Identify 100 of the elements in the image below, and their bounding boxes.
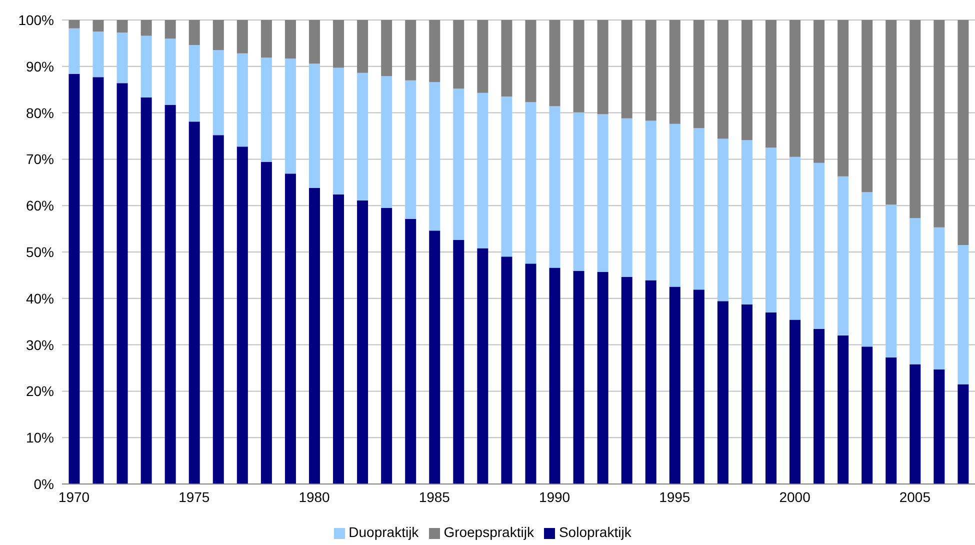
bar (693, 20, 704, 128)
bar (116, 83, 128, 484)
bar (669, 124, 680, 287)
bar (453, 20, 464, 89)
bar (92, 77, 104, 484)
bar (693, 128, 704, 290)
bar (790, 156, 801, 320)
bar (477, 248, 488, 484)
bar (429, 20, 440, 82)
bar (92, 32, 104, 78)
bar (140, 36, 152, 98)
bar (621, 118, 632, 278)
bar (814, 329, 825, 484)
bar (429, 82, 440, 231)
bar (140, 97, 152, 484)
bar (212, 50, 224, 136)
y-tick-label: 20% (26, 383, 54, 400)
bar (765, 312, 776, 484)
bar (405, 219, 416, 484)
bar (862, 192, 873, 347)
bar (910, 218, 921, 364)
bar (453, 88, 464, 240)
bar (477, 20, 488, 93)
bar (68, 74, 80, 484)
bar (501, 96, 512, 257)
legend-label: Duopraktijk (348, 524, 419, 540)
bar (790, 320, 801, 484)
bar (838, 176, 849, 336)
bar (525, 20, 536, 102)
bar (669, 286, 680, 484)
bar (92, 20, 104, 32)
bar (68, 20, 80, 28)
bar (501, 20, 512, 97)
bar (765, 20, 776, 148)
bar (164, 20, 176, 39)
x-tick-label: 1975 (178, 488, 210, 505)
y-tick-label: 100% (18, 12, 54, 28)
y-tick-label: 0% (34, 476, 54, 492)
y-tick-label: 80% (26, 104, 54, 121)
y-tick-label: 50% (26, 244, 54, 260)
x-tick-label: 1980 (298, 488, 330, 505)
bar (645, 280, 656, 484)
bar (381, 208, 392, 484)
bar (405, 20, 416, 80)
bar (236, 20, 248, 54)
bar (958, 20, 969, 246)
bar (284, 20, 296, 59)
bar (645, 120, 656, 280)
bar (260, 162, 272, 484)
bar (862, 346, 873, 484)
x-tick-label: 1970 (58, 488, 90, 505)
bar (333, 194, 344, 484)
bar (741, 20, 752, 140)
bar (886, 20, 897, 205)
bar (693, 290, 704, 484)
bar (621, 277, 632, 484)
bar (381, 76, 392, 208)
bar (886, 357, 897, 484)
bar (573, 20, 584, 112)
bar (573, 271, 584, 484)
bar (597, 20, 608, 114)
x-tick-label: 2005 (899, 488, 931, 505)
bar (164, 104, 176, 484)
y-tick-label: 60% (26, 198, 54, 214)
legend-label: Solopraktijk (558, 524, 632, 540)
bar (645, 20, 656, 121)
bar (573, 112, 584, 272)
bar (453, 240, 464, 484)
x-tick-label: 2000 (779, 488, 811, 505)
bar (429, 230, 440, 484)
bar (212, 20, 224, 50)
bar (501, 256, 512, 484)
bar (814, 162, 825, 330)
bar (717, 20, 728, 139)
bar (669, 20, 680, 124)
bar (116, 20, 128, 33)
bar (838, 20, 849, 176)
bar (188, 45, 200, 122)
bar (405, 80, 416, 220)
bar (68, 28, 80, 74)
x-tick-label: 1990 (538, 488, 570, 505)
x-tick-label: 1985 (418, 488, 450, 505)
bar (717, 138, 728, 302)
bar (260, 20, 272, 58)
bar (910, 364, 921, 484)
bar (597, 272, 608, 484)
bar (164, 38, 176, 105)
bar (741, 304, 752, 484)
bar (934, 20, 945, 228)
bar (308, 64, 320, 188)
bar (597, 114, 608, 272)
legend-label: Groepspraktijk (444, 524, 534, 540)
bar (621, 20, 632, 118)
bar (910, 20, 921, 218)
bar (381, 20, 392, 76)
bar (236, 53, 248, 147)
y-tick-label: 40% (26, 290, 54, 306)
bar (717, 301, 728, 484)
bar (934, 227, 945, 370)
bar (284, 174, 296, 484)
